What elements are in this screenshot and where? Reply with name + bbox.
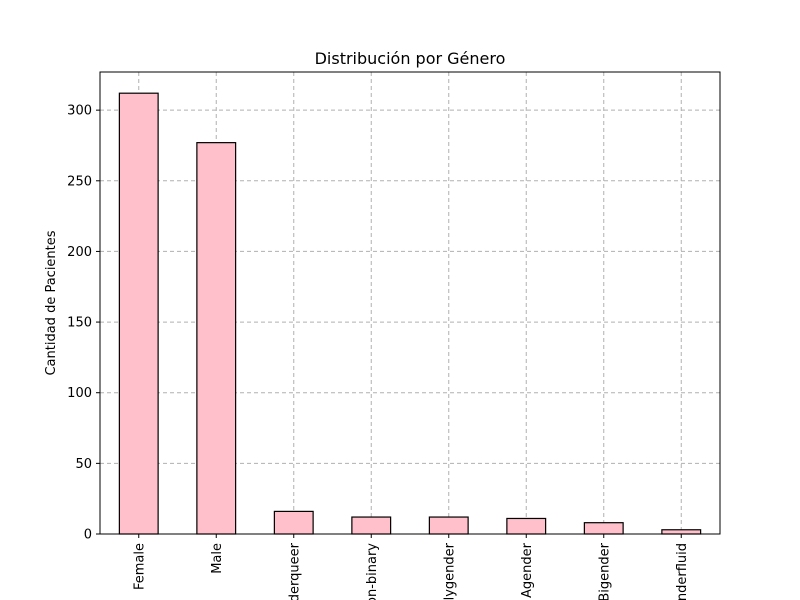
y-axis-label: Cantidad de Pacientes xyxy=(44,230,59,375)
bar-bigender xyxy=(583,522,624,535)
bar-agender xyxy=(506,517,547,535)
y-tick-label: 100 xyxy=(67,386,92,401)
y-axis: 0 50 100 150 200 250 300 xyxy=(67,104,100,543)
y-tick-label: 50 xyxy=(75,457,92,472)
bar-female xyxy=(118,92,159,535)
x-tick-label: Female xyxy=(132,543,147,590)
bar-genderqueer xyxy=(273,510,314,535)
x-tick-label: Bigender xyxy=(597,542,612,600)
grid xyxy=(100,72,720,535)
y-tick-label: 250 xyxy=(67,174,92,189)
x-axis: Female Male Genderqueer Non-binary Polygende… xyxy=(132,534,690,600)
bars xyxy=(118,92,702,535)
y-tick-label: 150 xyxy=(67,316,92,331)
y-tick-label: 200 xyxy=(67,245,92,260)
bar-genderfluid xyxy=(661,529,702,535)
x-tick-label: Agender xyxy=(520,542,535,598)
chart-title: Distribución por Género xyxy=(315,49,506,68)
x-tick-label: Genderqueer xyxy=(287,542,302,600)
plot-frame xyxy=(99,71,721,535)
y-tick-label: 300 xyxy=(67,104,92,119)
y-tick-label: 0 xyxy=(84,528,92,543)
bar-polygender xyxy=(428,516,469,535)
x-tick-label: Polygender xyxy=(442,542,457,600)
x-tick-label: Genderfluid xyxy=(675,543,690,600)
x-tick-label: Non-binary xyxy=(365,543,380,600)
bar-non-binary xyxy=(351,516,392,535)
bar-male xyxy=(196,142,237,535)
x-tick-label: Male xyxy=(210,543,225,574)
